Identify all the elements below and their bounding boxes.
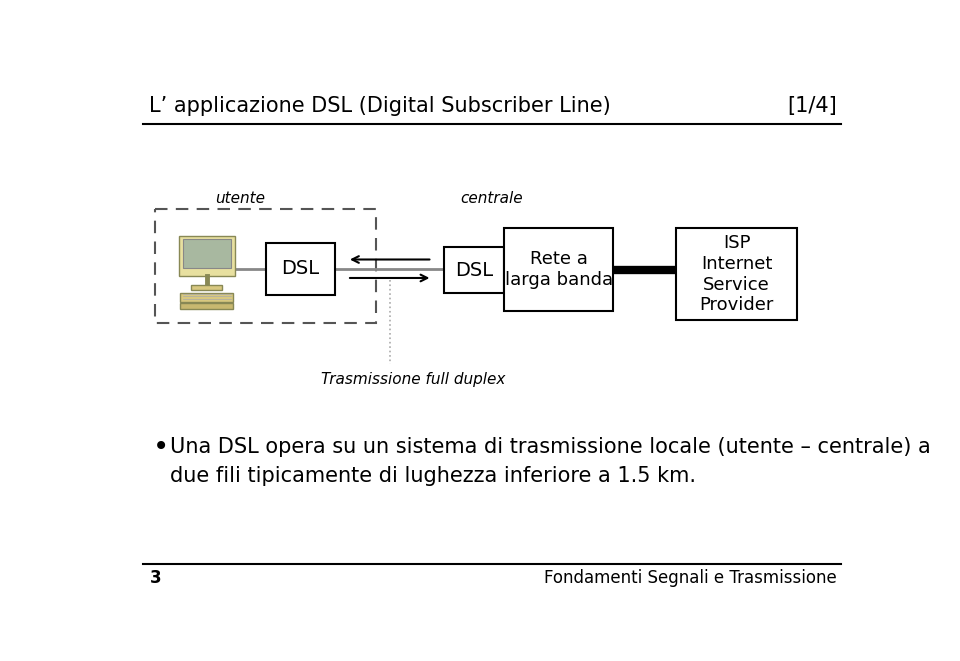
Bar	[155, 209, 375, 323]
Text: Rete a
larga banda: Rete a larga banda	[505, 250, 612, 289]
Text: L’ applicazione DSL (Digital Subscriber Line): L’ applicazione DSL (Digital Subscriber …	[150, 97, 612, 116]
Text: Fondamenti Segnali e Trasmissione: Fondamenti Segnali e Trasmissione	[544, 569, 837, 587]
Text: ISP
Internet
Service
Provider: ISP Internet Service Provider	[699, 234, 774, 315]
Bar	[677, 228, 797, 321]
Bar	[180, 303, 233, 309]
Text: DSL: DSL	[455, 261, 493, 280]
Text: centrale: centrale	[461, 191, 523, 206]
Bar	[504, 228, 612, 311]
Bar	[266, 243, 335, 295]
Bar	[179, 235, 234, 276]
Text: [1/4]: [1/4]	[787, 97, 837, 116]
Text: DSL: DSL	[281, 259, 320, 278]
Bar	[180, 293, 233, 302]
Bar	[182, 239, 230, 268]
Text: Una DSL opera su un sistema di trasmissione locale (utente – centrale) a: Una DSL opera su un sistema di trasmissi…	[170, 438, 931, 457]
Text: •: •	[153, 434, 169, 461]
Text: utente: utente	[215, 191, 265, 206]
Text: due fili tipicamente di lughezza inferiore a 1.5 km.: due fili tipicamente di lughezza inferio…	[170, 466, 696, 486]
Text: Trasmissione full duplex: Trasmissione full duplex	[321, 372, 505, 387]
Bar	[191, 285, 223, 290]
Bar	[444, 247, 504, 293]
Text: 3: 3	[150, 569, 161, 587]
